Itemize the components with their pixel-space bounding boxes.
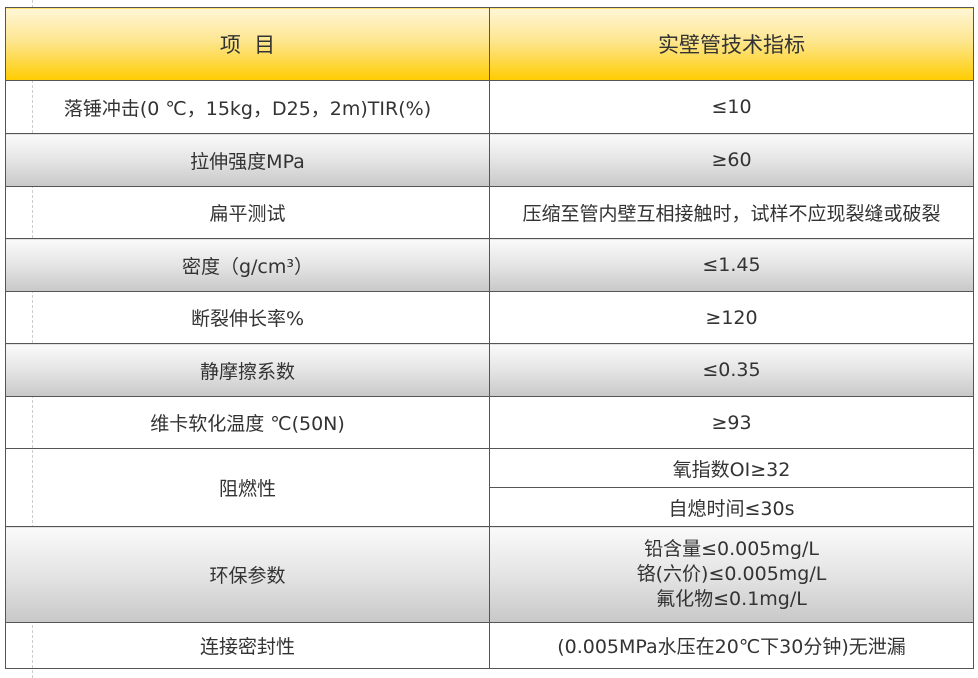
value-cell: ≤10 [489,80,974,134]
table-row: 扁平测试 压缩至管内壁互相接触时，试样不应现裂缝或破裂 [5,186,974,239]
header-item: 项 目 [5,7,490,81]
value-cell: ≥120 [489,291,974,344]
item-cell: 阻燃性 [5,448,490,527]
table-row: 阻燃性 氧指数OI≥32 [5,448,974,527]
item-cell: 维卡软化温度 ℃(50N) [5,396,490,449]
value-cell: 压缩至管内壁互相接触时，试样不应现裂缝或破裂 [489,186,974,239]
item-cell: 静摩擦系数 [5,343,490,397]
table-row: 密度（g/cm³） ≤1.45 [5,238,974,292]
header-row: 项 目 实壁管技术指标 [5,7,974,81]
value-cell: 铅含量≤0.005mg/L 铬(六价)≤0.005mg/L 氟化物≤0.1mg/… [489,526,974,623]
item-cell: 扁平测试 [5,186,490,239]
item-cell: 拉伸强度MPa [5,133,490,187]
item-cell: 断裂伸长率% [5,291,490,344]
table-row: 连接密封性 (0.005MPa水压在20℃下30分钟)无泄漏 [5,622,974,669]
item-cell: 环保参数 [5,526,490,623]
table-row: 维卡软化温度 ℃(50N) ≥93 [5,396,974,449]
value-cell: ≤1.45 [489,238,974,292]
value-cell: ≥60 [489,133,974,187]
value-line: 铬(六价)≤0.005mg/L [636,563,827,585]
spec-table: 项 目 实壁管技术指标 落锤冲击(0 ℃，15kg，D25，2m)TIR(%) ≤… [5,7,974,669]
table-row: 自熄时间≤30s [6,487,974,527]
value-cell: 氧指数OI≥32 [489,448,974,488]
table-row: 断裂伸长率% ≥120 [5,291,974,344]
item-cell: 连接密封性 [5,622,490,669]
value-cell: ≤0.35 [489,343,974,397]
value-cell: (0.005MPa水压在20℃下30分钟)无泄漏 [489,622,974,669]
table-row: 落锤冲击(0 ℃，15kg，D25，2m)TIR(%) ≤10 [5,80,974,134]
value-line: 铅含量≤0.005mg/L [644,538,819,560]
table-row: 拉伸强度MPa ≥60 [5,133,974,187]
table-row: 环保参数 铅含量≤0.005mg/L 铬(六价)≤0.005mg/L 氟化物≤0… [5,526,974,623]
item-cell: 落锤冲击(0 ℃，15kg，D25，2m)TIR(%) [5,80,490,134]
item-cell: 密度（g/cm³） [5,238,490,292]
table-row: 静摩擦系数 ≤0.35 [5,343,974,397]
header-spec: 实壁管技术指标 [489,7,974,81]
value-cell: ≥93 [489,396,974,449]
value-cell: 自熄时间≤30s [489,487,974,527]
value-line: 氟化物≤0.1mg/L [656,588,807,610]
